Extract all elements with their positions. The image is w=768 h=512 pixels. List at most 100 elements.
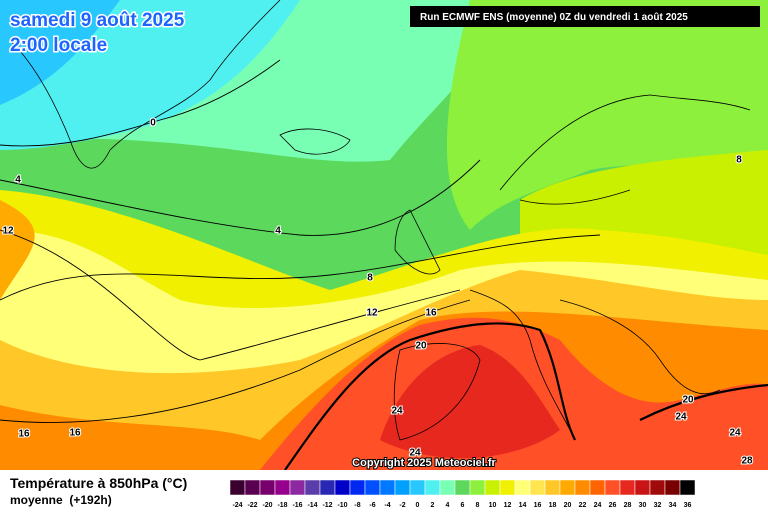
contour-label: 24 (409, 448, 421, 459)
isotherm-20 (284, 322, 768, 470)
scale-label: 18 (549, 502, 557, 509)
color-swatch (664, 479, 681, 496)
color-swatch (379, 479, 396, 496)
scale-label: -14 (307, 502, 317, 509)
run-info: Run ECMWF ENS (moyenne) 0Z du vendredi 1… (420, 12, 688, 23)
scale-label: -18 (277, 502, 287, 509)
scale-label: 0 (416, 502, 420, 509)
color-swatch (319, 479, 336, 496)
map: 0 4 4 12 8 12 16 20 24 16 16 24 20 24 24… (0, 0, 768, 470)
contour-label: 24 (675, 412, 687, 423)
contour-label: 8 (736, 155, 742, 166)
color-swatch (574, 479, 591, 496)
scale-label: -12 (322, 502, 332, 509)
scale-label: 16 (534, 502, 542, 509)
scale-label: -22 (247, 502, 257, 509)
color-swatch (364, 479, 381, 496)
isotherm-12 (0, 229, 461, 361)
contour-label: 28 (741, 456, 753, 467)
scale-label: 36 (684, 502, 692, 509)
scale-label: 8 (476, 502, 480, 509)
color-swatch (454, 479, 471, 496)
scale-label: 28 (624, 502, 632, 509)
scale-label: 30 (639, 502, 647, 509)
color-swatch (679, 479, 696, 496)
scale-label: 26 (609, 502, 617, 509)
scale-label: 14 (519, 502, 527, 509)
color-swatch (499, 479, 516, 496)
color-swatch (559, 479, 576, 496)
contour-label: 0 (150, 118, 156, 129)
contour-label: 16 (69, 428, 81, 439)
valid-time: 2:00 locale (10, 35, 107, 56)
coastline-greenland (9, 0, 281, 169)
color-swatch (349, 479, 366, 496)
color-swatch (259, 479, 276, 496)
isotherm-0 (0, 59, 281, 147)
color-swatch (484, 479, 501, 496)
color-swatch (334, 479, 351, 496)
scale-label: -10 (337, 502, 347, 509)
contour-label: 12 (2, 226, 14, 237)
isotherm-8 (0, 234, 601, 301)
contour-label: 16 (18, 429, 30, 440)
color-swatch (229, 479, 246, 496)
scale-label: 10 (489, 502, 497, 509)
legend-subtitle: moyenne (+192h) (10, 493, 112, 507)
field-28 (380, 345, 560, 459)
field-minus (0, 0, 120, 105)
color-swatch (439, 479, 456, 496)
color-swatch (544, 479, 561, 496)
contour-label: 24 (729, 428, 741, 439)
scale-label: -20 (262, 502, 272, 509)
color-swatch (619, 479, 636, 496)
legend-title: Température à 850hPa (°C) (10, 475, 187, 491)
contour-label: 20 (415, 341, 427, 352)
contour-label: 24 (391, 406, 403, 417)
contour-label: 4 (15, 175, 21, 186)
scale-label: -4 (384, 502, 390, 509)
scale-label: 22 (579, 502, 587, 509)
color-swatch (409, 479, 426, 496)
contour-label: 8 (367, 273, 373, 284)
contour-label: 4 (275, 226, 281, 237)
contour-label: 12 (366, 308, 378, 319)
isotherm-4 (0, 159, 481, 236)
color-swatch (394, 479, 411, 496)
color-swatch (244, 479, 261, 496)
color-swatch (604, 479, 621, 496)
scale-label: 4 (446, 502, 450, 509)
scale-label: 32 (654, 502, 662, 509)
scale-label: 34 (669, 502, 677, 509)
contour-label: 20 (682, 395, 694, 406)
copyright: Copyright 2025 Meteociel.fr (352, 457, 496, 469)
color-swatch (649, 479, 666, 496)
coastline-europe (393, 94, 751, 441)
scale-label: 2 (431, 502, 435, 509)
run-banner (410, 6, 760, 27)
scale-label: 6 (461, 502, 465, 509)
scale-label: -24 (232, 502, 242, 509)
color-swatch (589, 479, 606, 496)
isotherm-16 (0, 299, 471, 423)
scale-label: 12 (504, 502, 512, 509)
coastline-britain (394, 209, 441, 275)
colorbar: -24 -22 -20 -18 -16 -14 -12 -10 -8 -6 -4 -2 0 2 4 6 8 10 1… (229, 479, 696, 509)
valid-date: samedi 9 août 2025 (10, 10, 185, 31)
color-swatch (514, 479, 531, 496)
color-swatch (469, 479, 486, 496)
color-swatch (304, 479, 321, 496)
color-swatch (289, 479, 306, 496)
color-swatch (274, 479, 291, 496)
field-20-west (0, 154, 35, 300)
scale-label: -8 (354, 502, 360, 509)
color-swatch (634, 479, 651, 496)
scale-label: -16 (292, 502, 302, 509)
field-8-north (446, 0, 768, 230)
coastline-iceland (279, 128, 351, 155)
scale-label: 20 (564, 502, 572, 509)
scale-label: -6 (369, 502, 375, 509)
scale-label: 24 (594, 502, 602, 509)
scale-label: -2 (399, 502, 405, 509)
